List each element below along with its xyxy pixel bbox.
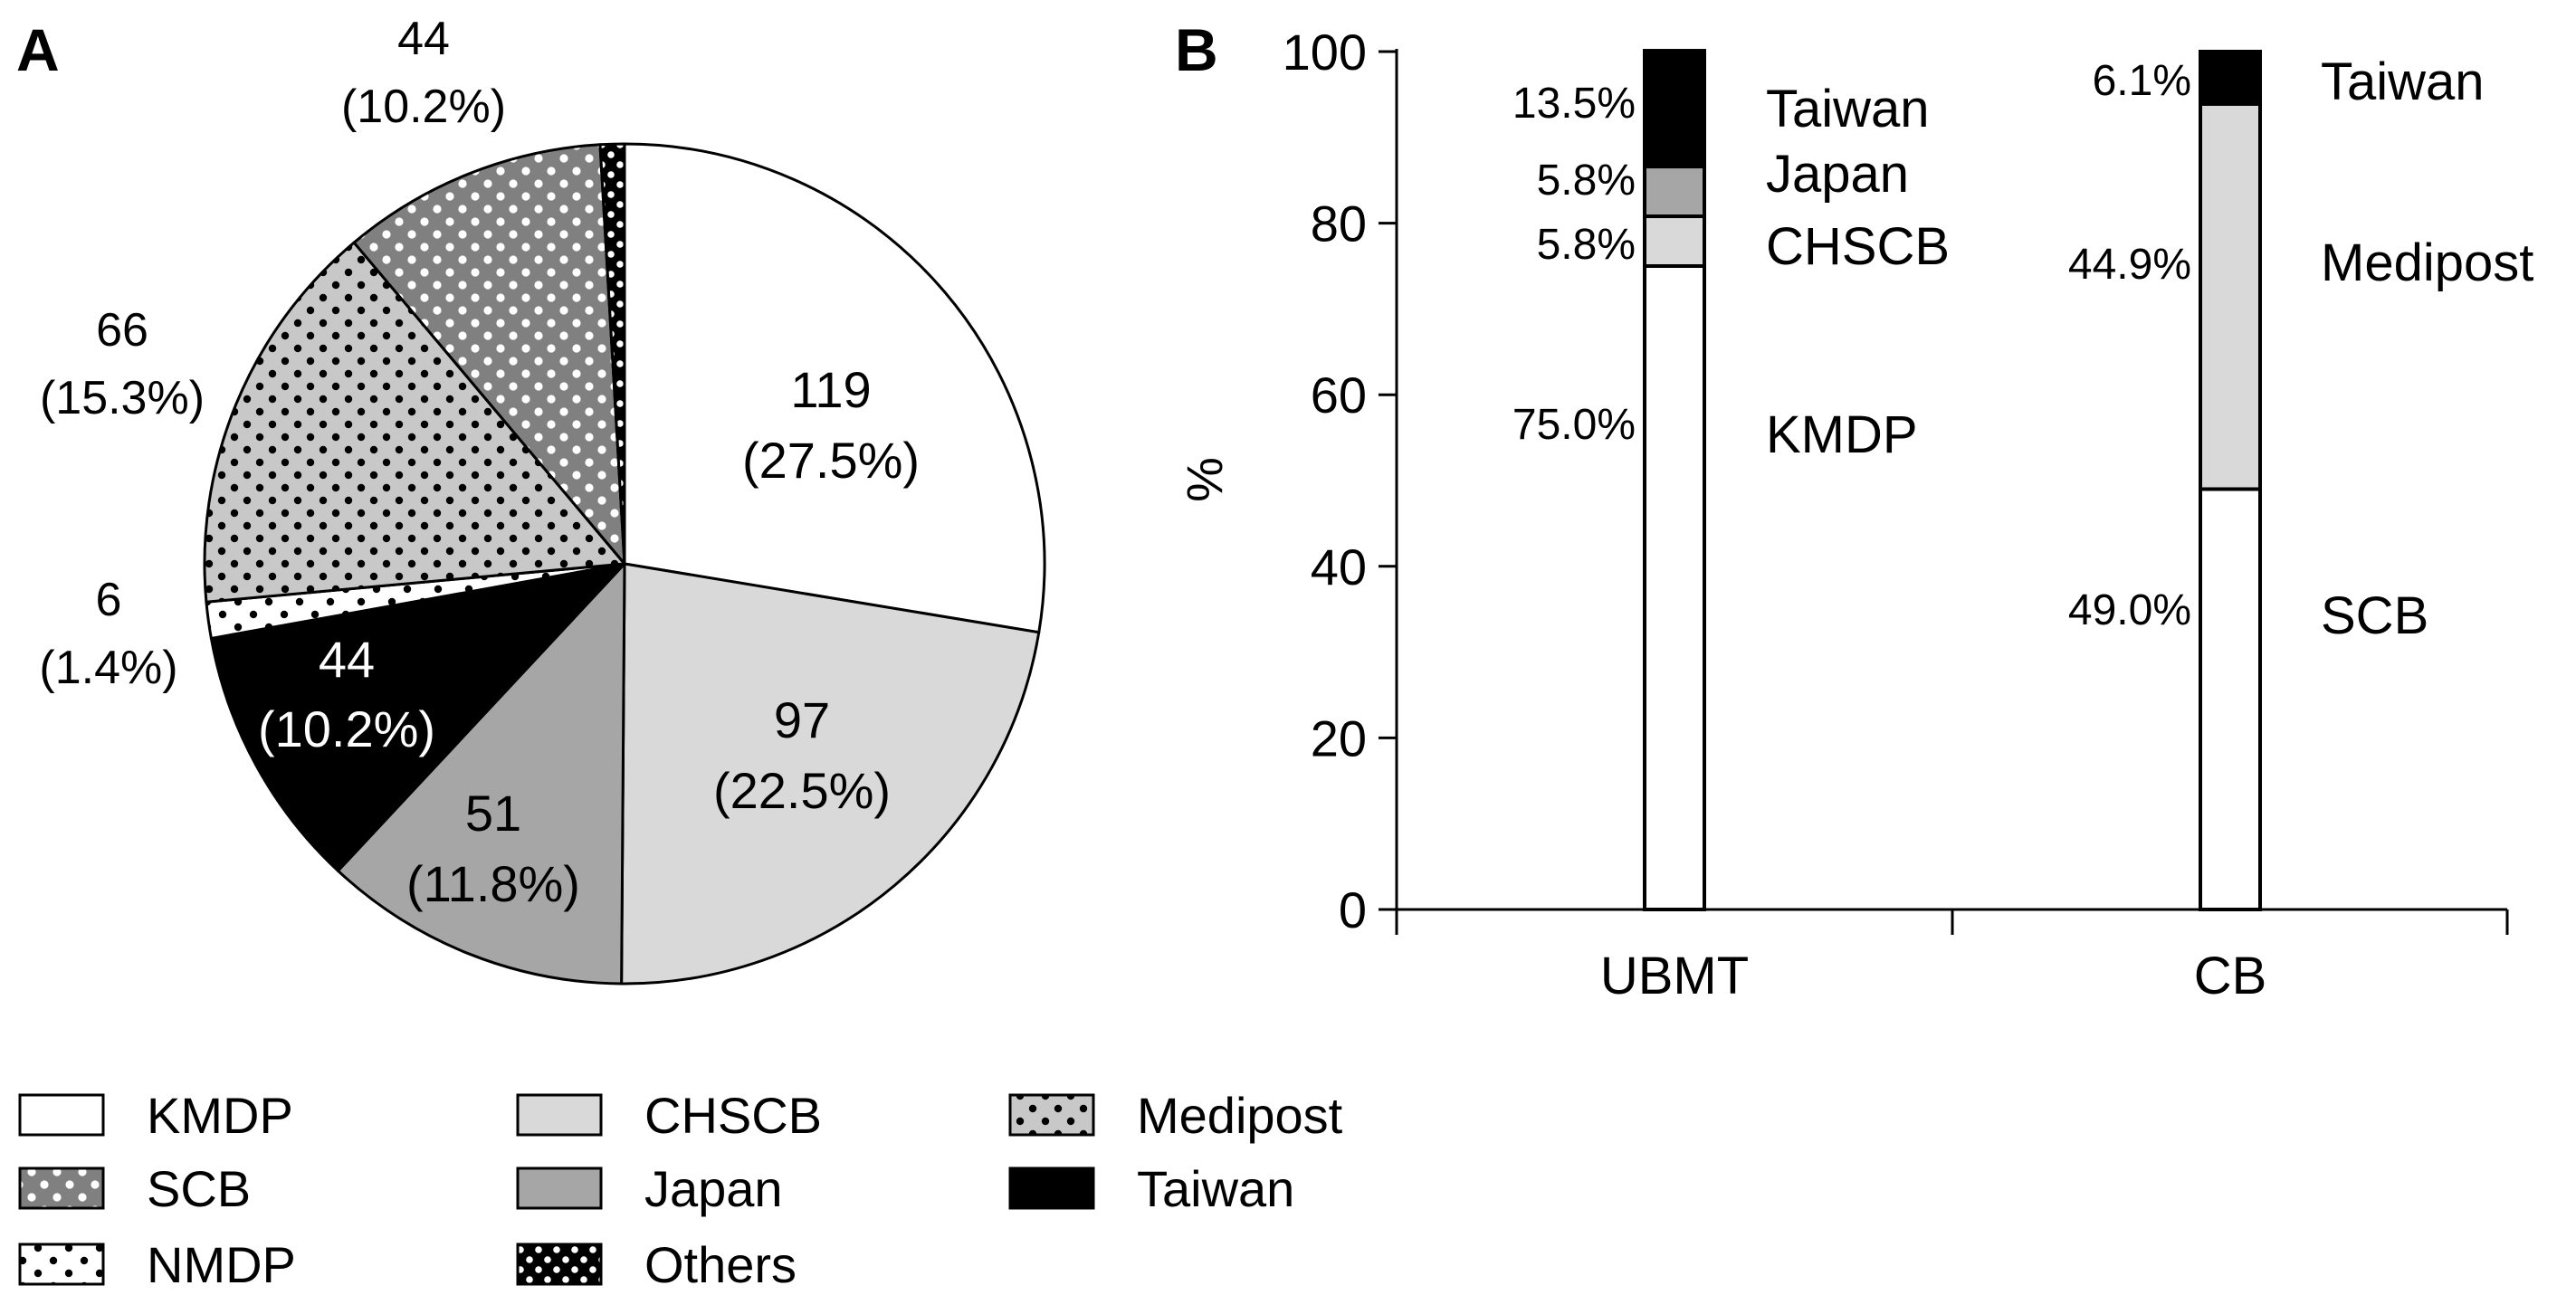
legend-swatch-nmdp bbox=[18, 1243, 105, 1286]
bar-percent-label-ubmt-taiwan: 13.5% bbox=[1512, 80, 1636, 128]
legend-label-kmdp: KMDP bbox=[147, 1087, 293, 1144]
legend: KMDP SCB NMDP CHSCB Japan Others Medipost Taiwa… bbox=[18, 1087, 1343, 1293]
pie-percent-label-scb: (10.2%) bbox=[341, 81, 506, 133]
pie-slice-taiwan bbox=[209, 562, 626, 872]
pie-value-label-taiwan: 44 bbox=[319, 631, 375, 688]
bar-segment-ubmt-chscb bbox=[1643, 214, 1706, 269]
bar-percent-label-ubmt-kmdp: 75.0% bbox=[1512, 401, 1636, 449]
y-tick-label-20: 20 bbox=[1311, 709, 1367, 767]
legend-swatch-medipost bbox=[1008, 1093, 1095, 1137]
pie-slice-medipost bbox=[203, 241, 626, 604]
pie-chart bbox=[203, 142, 1046, 986]
y-tick-label-60: 60 bbox=[1311, 367, 1367, 424]
pie-slice-japan bbox=[336, 562, 626, 986]
x-tick-label-cb: CB bbox=[2194, 947, 2267, 1005]
bar-segment-cb-scb bbox=[2199, 487, 2262, 911]
pie-percent-label-japan: (11.8%) bbox=[406, 855, 580, 912]
legend-label-taiwan: Taiwan bbox=[1137, 1160, 1294, 1217]
panel-b-label: B bbox=[1175, 16, 1218, 83]
bar-percent-label-cb-taiwan: 6.1% bbox=[2093, 57, 2191, 105]
bar-segment-ubmt-kmdp bbox=[1643, 264, 1706, 911]
bar-segment-cb-medipost bbox=[2199, 101, 2262, 491]
legend-swatch-chscb bbox=[516, 1093, 603, 1137]
legend-swatch-others bbox=[516, 1243, 603, 1286]
legend-label-scb: SCB bbox=[147, 1160, 251, 1217]
pie-slice-scb bbox=[352, 143, 626, 566]
pie-slice-others bbox=[598, 142, 626, 566]
pie-percent-label-taiwan: (10.2%) bbox=[258, 700, 435, 757]
y-axis-title: % bbox=[1176, 457, 1233, 502]
legend-label-medipost: Medipost bbox=[1137, 1087, 1343, 1144]
bar-percent-label-ubmt-chscb: 5.8% bbox=[1537, 221, 1636, 269]
pie-percent-label-medipost: (15.3%) bbox=[40, 372, 205, 424]
stacked-bar-chart: 0 20 40 60 80 100% 75.0% KMDP 5.8% CHSCB 5.8% Japan… bbox=[1176, 24, 2533, 1005]
y-tick-label-80: 80 bbox=[1311, 195, 1367, 252]
bar-percent-label-cb-scb: 49.0% bbox=[2068, 586, 2191, 634]
pie-percent-label-chscb: (22.5%) bbox=[713, 762, 891, 819]
legend-label-others: Others bbox=[644, 1236, 797, 1293]
bar-segment-ubmt-japan bbox=[1643, 165, 1706, 219]
panel-a-label: A bbox=[16, 16, 60, 83]
pie-value-label-chscb: 97 bbox=[774, 691, 830, 748]
bar-segment-ubmt-taiwan bbox=[1643, 49, 1706, 169]
x-tick-label-ubmt: UBMT bbox=[1600, 947, 1749, 1005]
legend-label-japan: Japan bbox=[644, 1160, 783, 1217]
pie-value-label-scb: 44 bbox=[397, 13, 450, 65]
pie-value-label-medipost: 66 bbox=[96, 304, 148, 357]
bar-series-label-cb-taiwan: Taiwan bbox=[2321, 52, 2485, 111]
pie-slice-kmdp bbox=[623, 142, 1046, 634]
bar-series-label-ubmt-kmdp: KMDP bbox=[1766, 405, 1918, 464]
pie-percent-label-nmdp: (1.4%) bbox=[39, 642, 177, 694]
pie-value-label-nmdp: 6 bbox=[96, 574, 122, 626]
y-tick-label-40: 40 bbox=[1311, 538, 1367, 595]
legend-label-chscb: CHSCB bbox=[644, 1087, 822, 1144]
legend-swatch-japan bbox=[516, 1166, 603, 1210]
pie-slice-chscb bbox=[620, 562, 1041, 986]
y-tick-label-100: 100 bbox=[1283, 24, 1367, 81]
pie-percent-label-kmdp: (27.5%) bbox=[742, 432, 920, 489]
bar-percent-label-ubmt-japan: 5.8% bbox=[1537, 157, 1636, 205]
bar-series-label-ubmt-chscb: CHSCB bbox=[1766, 217, 1950, 276]
bar-series-label-ubmt-japan: Japan bbox=[1766, 145, 1909, 204]
bar-series-label-ubmt-taiwan: Taiwan bbox=[1766, 80, 1930, 138]
bar-segment-cb-taiwan bbox=[2199, 50, 2262, 106]
bar-percent-label-cb-medipost: 44.9% bbox=[2068, 241, 2191, 289]
pie-value-label-kmdp: 119 bbox=[790, 361, 871, 418]
pie-labels: 119 (27.5%) 97 (22.5%) 51 (11.8%) 44 (10.2%) 6 (1… bbox=[39, 13, 920, 912]
bar-series-label-cb-medipost: Medipost bbox=[2321, 233, 2533, 292]
legend-swatch-scb bbox=[18, 1166, 105, 1210]
bar-series-label-cb-scb: SCB bbox=[2321, 586, 2428, 645]
legend-swatch-kmdp bbox=[18, 1093, 105, 1137]
legend-swatch-taiwan bbox=[1008, 1166, 1095, 1210]
pie-value-label-japan: 51 bbox=[465, 785, 521, 842]
legend-label-nmdp: NMDP bbox=[147, 1236, 296, 1293]
y-tick-label-0: 0 bbox=[1339, 881, 1367, 938]
